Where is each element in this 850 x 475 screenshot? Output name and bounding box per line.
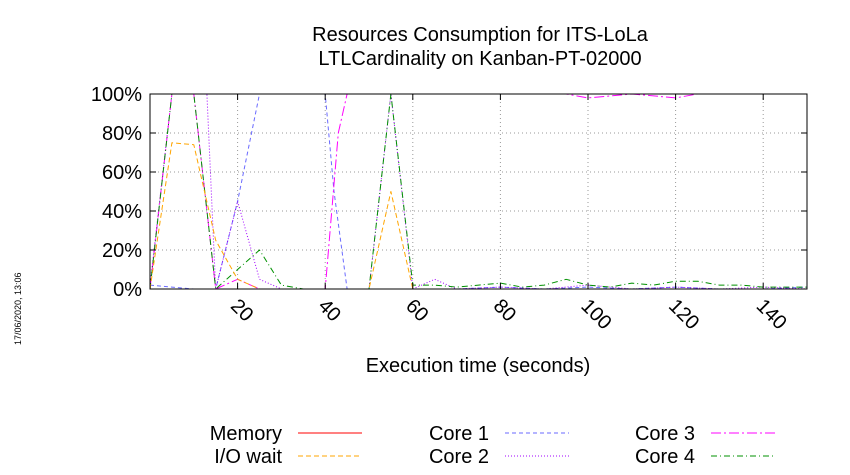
y-tick-label: 100% <box>91 84 142 106</box>
chart-title-line1: Resources Consumption for ITS-LoLa <box>312 24 649 46</box>
x-tick-label: 100 <box>576 295 615 334</box>
series-line-core-4 <box>149 93 807 290</box>
legend-label-core-1: Core 1 <box>429 423 489 445</box>
timestamp: 17/06/2020, 13:06 <box>13 272 23 345</box>
x-tick-label: 40 <box>314 295 345 326</box>
x-axis-label: Execution time (seconds) <box>366 355 591 377</box>
x-tick-label: 20 <box>226 295 257 326</box>
x-tick-label: 120 <box>664 295 703 334</box>
grid <box>150 94 807 289</box>
x-axis-ticks: 20 40 60 80 100 120 140 <box>226 94 791 334</box>
plot-frame <box>149 93 808 290</box>
x-tick-label: 80 <box>489 295 520 326</box>
y-axis-ticks: 0% 20% 40% 60% 80% 100% <box>91 84 807 301</box>
legend-label-core-4: Core 4 <box>635 446 695 468</box>
chart-title-line2: LTLCardinality on Kanban-PT-02000 <box>318 48 641 70</box>
x-tick-label: 140 <box>752 295 791 334</box>
series-lines <box>149 93 808 290</box>
x-tick-label: 60 <box>401 295 432 326</box>
y-tick-label: 20% <box>102 240 142 262</box>
series-line-i-o-wait <box>149 142 807 290</box>
legend-label-memory: Memory <box>210 423 282 445</box>
legend-label-core-2: Core 2 <box>429 446 489 468</box>
y-tick-label: 80% <box>102 123 142 145</box>
series-line-core-2 <box>149 93 808 290</box>
y-tick-label: 0% <box>113 279 142 301</box>
y-tick-label: 40% <box>102 201 142 223</box>
y-tick-label: 60% <box>102 162 142 184</box>
legend-label-i-o-wait: I/O wait <box>214 446 282 468</box>
legend-label-core-3: Core 3 <box>635 423 695 445</box>
